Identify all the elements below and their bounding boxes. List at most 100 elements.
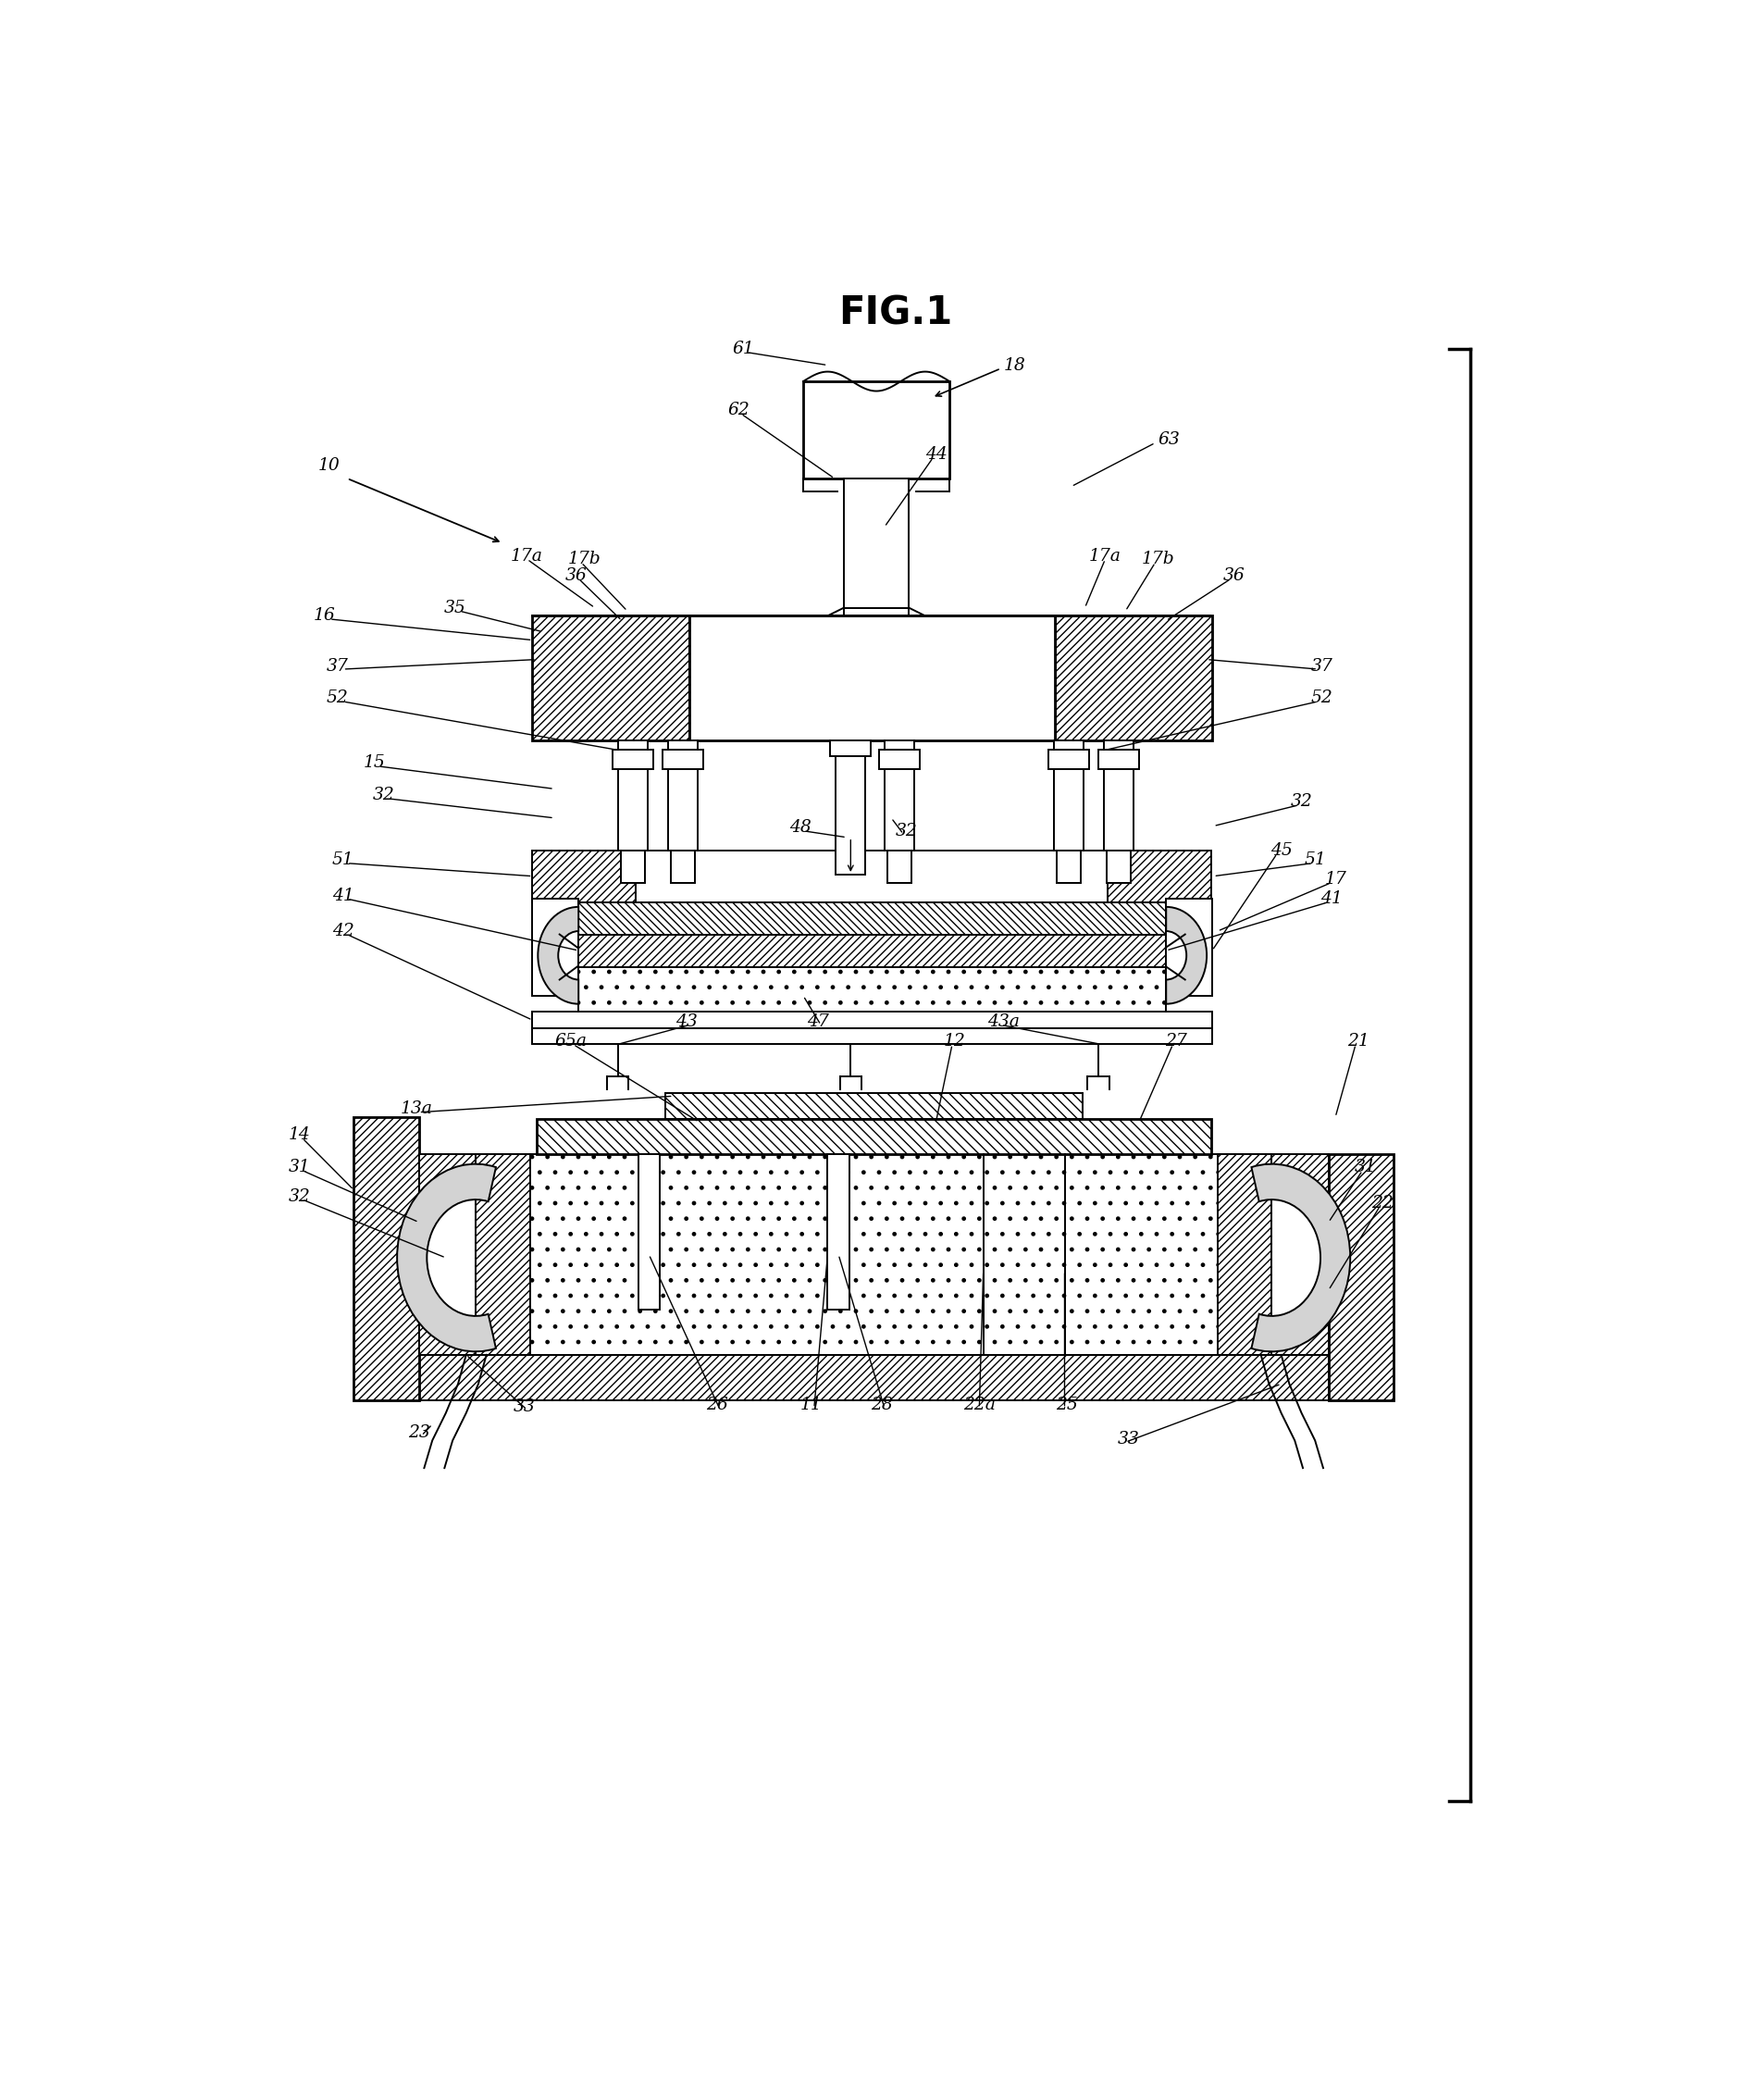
Bar <box>1272 1155 1329 1355</box>
Text: 62: 62 <box>727 401 749 418</box>
Text: 15: 15 <box>363 754 384 771</box>
Text: 37: 37 <box>327 657 348 674</box>
Text: 14: 14 <box>288 1126 311 1142</box>
Text: 17b: 17b <box>1141 550 1174 567</box>
Text: 13a: 13a <box>400 1100 432 1117</box>
Text: 31: 31 <box>288 1159 311 1176</box>
Bar <box>884 741 914 851</box>
Bar <box>662 750 702 769</box>
Bar <box>578 935 1165 966</box>
Text: 43: 43 <box>676 1014 697 1029</box>
Text: 22a: 22a <box>963 1396 996 1413</box>
Bar <box>618 741 648 851</box>
Text: 23: 23 <box>407 1424 430 1441</box>
Bar <box>1104 741 1134 851</box>
Bar <box>578 903 1165 935</box>
Text: 32: 32 <box>288 1189 311 1205</box>
Bar <box>844 479 908 607</box>
Text: 63: 63 <box>1158 430 1179 447</box>
Bar <box>690 615 1055 741</box>
Bar <box>620 851 645 882</box>
Text: 37: 37 <box>1310 657 1333 674</box>
Text: 33: 33 <box>514 1399 535 1415</box>
Bar <box>578 966 1165 1012</box>
Text: 44: 44 <box>924 445 947 462</box>
Text: 36: 36 <box>564 567 587 584</box>
Text: 11: 11 <box>800 1396 823 1413</box>
Bar <box>1055 615 1212 741</box>
Text: 25: 25 <box>1057 1396 1078 1413</box>
Bar <box>419 1155 475 1355</box>
Text: 17a: 17a <box>510 548 543 565</box>
Text: 16: 16 <box>313 607 335 624</box>
Wedge shape <box>538 907 578 1004</box>
Bar <box>533 1029 1212 1044</box>
Text: 48: 48 <box>790 819 812 836</box>
Text: 17: 17 <box>1324 872 1347 888</box>
Bar <box>419 1193 475 1323</box>
Text: 41: 41 <box>332 886 355 903</box>
Bar <box>353 1117 419 1401</box>
Bar <box>666 1092 1081 1119</box>
Bar <box>1099 750 1139 769</box>
Text: 32: 32 <box>372 788 395 804</box>
Bar <box>1048 750 1088 769</box>
Bar <box>1057 851 1081 882</box>
Bar <box>830 741 872 756</box>
Wedge shape <box>1251 1163 1350 1352</box>
Text: 17b: 17b <box>568 550 601 567</box>
Bar <box>887 851 912 882</box>
Wedge shape <box>1167 907 1207 1004</box>
Bar <box>475 1155 1272 1355</box>
Text: 47: 47 <box>807 1014 830 1029</box>
Bar <box>475 1155 529 1355</box>
Text: FIG.1: FIG.1 <box>839 294 952 334</box>
Bar <box>638 1155 660 1310</box>
Bar <box>536 1119 1211 1155</box>
Bar <box>667 741 697 851</box>
Text: 31: 31 <box>1354 1159 1377 1176</box>
Text: 42: 42 <box>332 922 355 939</box>
Text: 35: 35 <box>444 598 466 615</box>
Text: 43a: 43a <box>987 1014 1020 1029</box>
Bar <box>879 750 919 769</box>
Text: 51: 51 <box>1303 853 1326 867</box>
Text: 17a: 17a <box>1088 548 1122 565</box>
Bar <box>1108 851 1211 903</box>
Text: 52: 52 <box>327 691 348 706</box>
Bar <box>671 851 695 882</box>
Bar <box>1106 851 1130 882</box>
Text: 10: 10 <box>318 458 341 475</box>
Bar <box>835 741 865 874</box>
Text: 65a: 65a <box>554 1033 587 1050</box>
Bar <box>1053 741 1083 851</box>
Bar <box>533 1012 1212 1029</box>
Text: 36: 36 <box>1223 567 1246 584</box>
Bar <box>828 1155 849 1310</box>
Bar <box>533 899 578 995</box>
Bar <box>1218 1155 1272 1355</box>
Bar <box>533 851 636 903</box>
Bar <box>533 615 690 741</box>
Text: 18: 18 <box>1003 357 1025 374</box>
Text: 28: 28 <box>870 1396 893 1413</box>
Text: 26: 26 <box>706 1396 727 1413</box>
Text: 51: 51 <box>332 853 355 867</box>
Text: 32: 32 <box>894 823 917 840</box>
Text: 22: 22 <box>1371 1195 1394 1212</box>
Text: 32: 32 <box>1291 794 1312 811</box>
Bar <box>1272 1193 1329 1323</box>
Text: 41: 41 <box>1321 890 1342 907</box>
Wedge shape <box>397 1163 496 1352</box>
Text: 52: 52 <box>1310 691 1333 706</box>
Bar <box>419 1355 1329 1401</box>
Bar <box>1167 899 1212 995</box>
Bar <box>613 750 653 769</box>
Text: 61: 61 <box>732 340 755 357</box>
Bar <box>804 382 950 479</box>
Text: 45: 45 <box>1270 842 1293 859</box>
Bar <box>636 851 1108 903</box>
Bar <box>1329 1155 1394 1401</box>
Text: 21: 21 <box>1347 1033 1370 1050</box>
Text: 27: 27 <box>1165 1033 1186 1050</box>
